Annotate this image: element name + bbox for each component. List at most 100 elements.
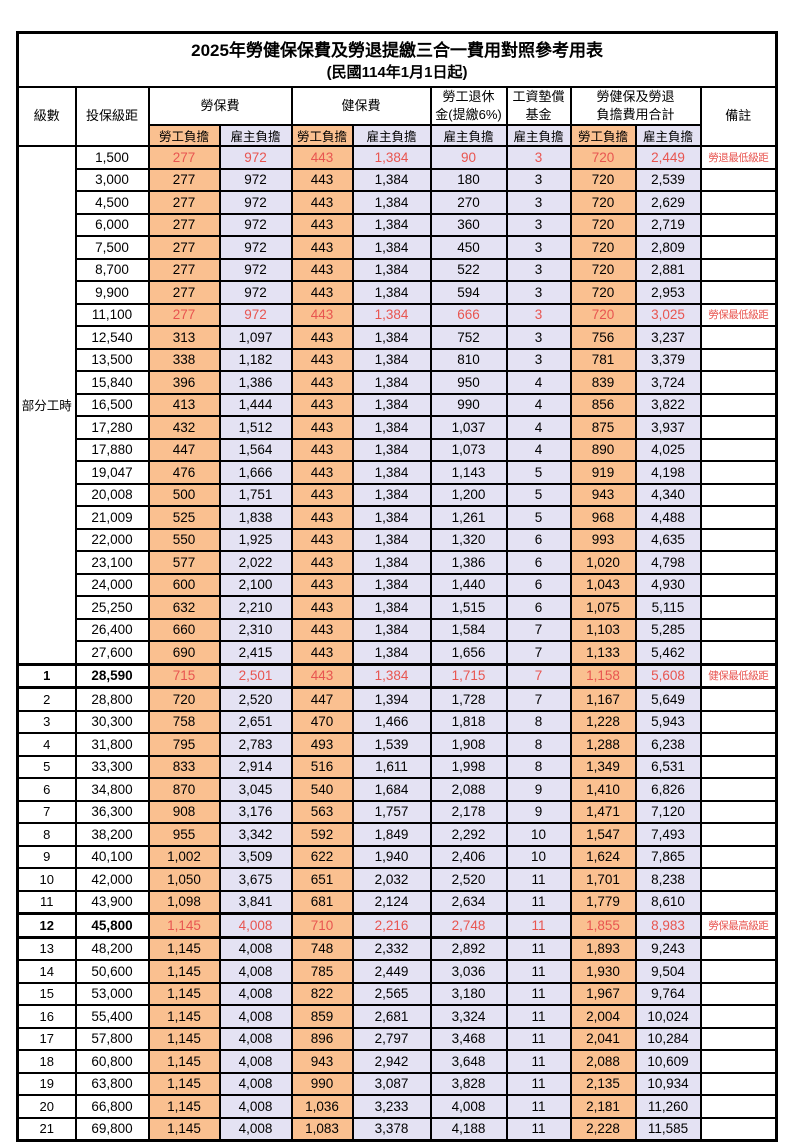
cell-labor-ins-employer: 2,310: [218, 617, 293, 642]
header-pension: 勞工退休 金(提繳6%): [429, 86, 508, 126]
header-li-employee-share: 勞工負擔: [147, 124, 221, 147]
table-row: 17 57,800 1,145 4,008 896 2,797 3,468 11…: [16, 1026, 778, 1051]
cell-level: 10: [16, 867, 77, 892]
cell-labor-ins-employee: 600: [147, 572, 221, 597]
cell-pension-employer: 3,180: [429, 981, 508, 1006]
cell-health-ins-employee: 443: [290, 302, 354, 327]
cell-pension-employer: 2,406: [429, 844, 508, 869]
cell-total-employee: 875: [569, 415, 637, 440]
cell-note: [699, 392, 778, 417]
cell-total-employer: 8,983: [634, 912, 702, 939]
cell-health-ins-employer: 1,384: [351, 415, 432, 440]
table-row: 8,700 277 972 443 1,384 522 3 720 2,881: [18, 257, 778, 282]
cell-labor-ins-employer: 4,008: [218, 912, 293, 939]
cell-health-ins-employer: 1,384: [351, 550, 432, 575]
cell-total-employer: 5,608: [634, 662, 702, 689]
header-health-insurance: 健保費: [290, 86, 432, 126]
cell-bracket: 36,300: [74, 799, 150, 824]
cell-note: [699, 936, 778, 961]
cell-health-ins-employer: 1,466: [351, 709, 432, 734]
cell-pension-employer: 2,178: [429, 799, 508, 824]
cell-health-ins-employer: 1,384: [351, 595, 432, 620]
cell-pension-employer: 2,892: [429, 936, 508, 961]
cell-health-ins-employer: 1,384: [351, 662, 432, 689]
cell-pension-employer: 810: [429, 347, 508, 372]
cell-labor-ins-employer: 972: [218, 257, 293, 282]
cell-total-employer: 11,260: [634, 1094, 702, 1119]
cell-total-employer: 3,025: [634, 302, 702, 327]
cell-total-employer: 4,488: [634, 505, 702, 530]
cell-wage-fund-employer: 3: [505, 257, 572, 282]
cell-total-employer: 10,934: [634, 1071, 702, 1096]
cell-total-employer: 6,238: [634, 732, 702, 757]
cell-total-employee: 720: [569, 145, 637, 170]
cell-total-employee: 1,075: [569, 595, 637, 620]
cell-bracket: 53,000: [74, 981, 150, 1006]
cell-note: [699, 844, 778, 869]
page-subtitle: (民國114年1月1日起): [326, 63, 468, 81]
table-row: 9 40,100 1,002 3,509 622 1,940 2,406 10 …: [16, 844, 778, 869]
table-row: 24,000 600 2,100 443 1,384 1,440 6 1,043…: [18, 572, 778, 597]
cell-bracket: 31,800: [74, 732, 150, 757]
cell-labor-ins-employer: 3,675: [218, 867, 293, 892]
cell-health-ins-employee: 443: [290, 325, 354, 350]
cell-labor-ins-employer: 4,008: [218, 1026, 293, 1051]
cell-total-employee: 1,349: [569, 754, 637, 779]
cell-wage-fund-employer: 11: [505, 936, 572, 961]
cell-bracket: 43,900: [74, 889, 150, 915]
cell-pension-employer: 1,261: [429, 505, 508, 530]
header-notes: 備註: [699, 86, 778, 147]
cell-level: 3: [16, 709, 77, 734]
cell-total-employer: 11,585: [634, 1116, 702, 1142]
cell-note: [699, 1049, 778, 1074]
header-pension-employer-share: 雇主負擔: [429, 124, 508, 147]
cell-wage-fund-employer: 4: [505, 437, 572, 462]
cell-labor-ins-employer: 2,914: [218, 754, 293, 779]
cell-labor-ins-employee: 1,145: [147, 1026, 221, 1051]
cell-total-employee: 1,624: [569, 844, 637, 869]
cell-wage-fund-employer: 7: [505, 640, 572, 665]
cell-labor-ins-employer: 4,008: [218, 959, 293, 984]
cell-bracket: 17,880: [74, 437, 150, 462]
cell-labor-ins-employee: 795: [147, 732, 221, 757]
cell-labor-ins-employer: 4,008: [218, 981, 293, 1006]
table-header: 2025年勞健保保費及勞退提繳三合一費用對照參考用表 (民國114年1月1日起)…: [16, 31, 778, 147]
cell-labor-ins-employee: 758: [147, 709, 221, 734]
cell-health-ins-employee: 592: [290, 822, 354, 847]
cell-wage-fund-employer: 8: [505, 709, 572, 734]
cell-health-ins-employer: 1,384: [351, 325, 432, 350]
cell-labor-ins-employer: 2,415: [218, 640, 293, 665]
header-total-line1: 勞健保及勞退: [596, 89, 675, 105]
table-row: 8 38,200 955 3,342 592 1,849 2,292 10 1,…: [16, 822, 778, 847]
cell-labor-ins-employer: 2,100: [218, 572, 293, 597]
cell-labor-ins-employee: 413: [147, 392, 221, 417]
cell-wage-fund-employer: 5: [505, 482, 572, 507]
cell-wage-fund-employer: 3: [505, 280, 572, 305]
cell-health-ins-employer: 2,797: [351, 1026, 432, 1051]
cell-pension-employer: 1,656: [429, 640, 508, 665]
cell-total-employer: 4,930: [634, 572, 702, 597]
table-row: 5 33,300 833 2,914 516 1,611 1,998 8 1,3…: [16, 754, 778, 779]
cell-note: [699, 325, 778, 350]
cell-total-employee: 720: [569, 302, 637, 327]
cell-bracket: 15,840: [74, 370, 150, 395]
cell-pension-employer: 3,648: [429, 1049, 508, 1074]
cell-total-employer: 5,943: [634, 709, 702, 734]
cell-level: 11: [16, 889, 77, 915]
cell-total-employee: 2,004: [569, 1004, 637, 1029]
cell-wage-fund-employer: 11: [505, 1116, 572, 1142]
cell-total-employer: 2,809: [634, 235, 702, 260]
cell-bracket: 7,500: [74, 235, 150, 260]
cell-labor-ins-employee: 500: [147, 482, 221, 507]
cell-health-ins-employee: 443: [290, 257, 354, 282]
cell-labor-ins-employer: 3,045: [218, 777, 293, 802]
cell-health-ins-employer: 1,384: [351, 280, 432, 305]
cell-labor-ins-employee: 396: [147, 370, 221, 395]
cell-total-employee: 1,930: [569, 959, 637, 984]
header-total-line2: 負擔費用合計: [596, 107, 675, 122]
cell-bracket: 1,500: [74, 145, 150, 170]
cell-total-employer: 10,284: [634, 1026, 702, 1051]
cell-labor-ins-employer: 1,182: [218, 347, 293, 372]
cell-note: [699, 415, 778, 440]
cell-health-ins-employee: 443: [290, 527, 354, 552]
